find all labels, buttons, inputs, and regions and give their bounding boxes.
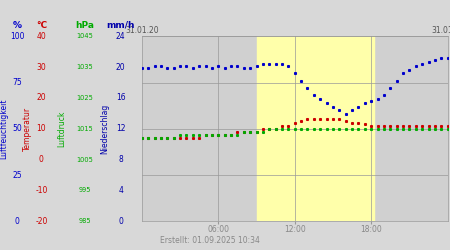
- Text: 12: 12: [116, 124, 126, 133]
- Text: 75: 75: [12, 78, 22, 87]
- Text: 1005: 1005: [76, 156, 93, 162]
- Text: 20: 20: [116, 62, 126, 72]
- Text: Luftfeuchtigkeit: Luftfeuchtigkeit: [0, 98, 8, 159]
- Text: 25: 25: [12, 170, 22, 179]
- Text: Erstellt: 01.09.2025 10:34: Erstellt: 01.09.2025 10:34: [160, 236, 260, 245]
- Text: 985: 985: [78, 218, 91, 224]
- Text: Luftdruck: Luftdruck: [58, 110, 67, 147]
- Text: 20: 20: [36, 94, 46, 102]
- Text: 0: 0: [39, 155, 44, 164]
- Text: 1025: 1025: [76, 95, 93, 101]
- Text: 0: 0: [15, 217, 19, 226]
- Text: 1015: 1015: [76, 126, 93, 132]
- Text: -20: -20: [35, 217, 48, 226]
- Text: 24: 24: [116, 32, 126, 41]
- Text: Temperatur: Temperatur: [23, 107, 32, 151]
- Text: 995: 995: [78, 188, 91, 194]
- Text: -10: -10: [35, 186, 48, 195]
- Text: 30: 30: [36, 62, 46, 72]
- Text: 1045: 1045: [76, 33, 93, 39]
- Text: 16: 16: [116, 94, 126, 102]
- Text: 0: 0: [118, 217, 123, 226]
- Text: %: %: [13, 21, 22, 30]
- Text: 100: 100: [10, 32, 24, 41]
- Text: 40: 40: [36, 32, 46, 41]
- Text: 1035: 1035: [76, 64, 93, 70]
- Text: Niederschlag: Niederschlag: [100, 104, 109, 154]
- Text: mm/h: mm/h: [106, 21, 135, 30]
- Text: hPa: hPa: [75, 21, 94, 30]
- Bar: [256, 36, 374, 221]
- Text: 50: 50: [12, 124, 22, 133]
- Text: 8: 8: [118, 155, 123, 164]
- Text: °C: °C: [36, 21, 47, 30]
- Text: 4: 4: [118, 186, 123, 195]
- Text: 10: 10: [36, 124, 46, 133]
